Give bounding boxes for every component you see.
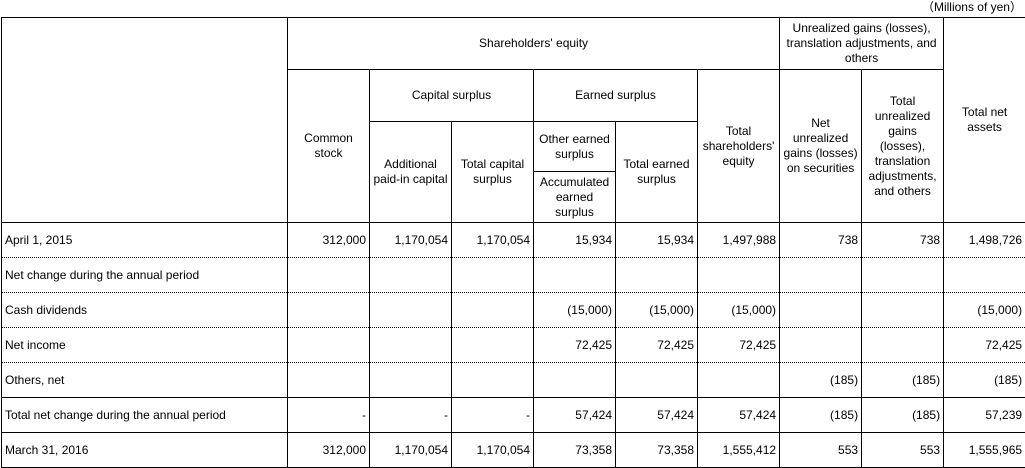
value-cell: (185) — [861, 397, 945, 433]
row-label: Net income — [1, 327, 288, 363]
header-accumulated-earned-surplus: Accumulated earned surplus — [533, 171, 616, 223]
value-cell: 73,358 — [533, 432, 616, 468]
value-cell — [779, 327, 863, 363]
header-capital-surplus: Capital surplus — [369, 69, 534, 122]
value-cell: 1,555,965 — [943, 432, 1025, 468]
value-cell: 1,170,054 — [369, 222, 452, 258]
table-row: Others, net (185) (185) (185) — [1, 362, 1025, 398]
value-cell — [451, 292, 534, 328]
table-row: Total net change during the annual perio… — [1, 397, 1025, 433]
header-common-stock: Common stock — [287, 69, 370, 223]
row-label: Others, net — [1, 362, 288, 398]
value-cell — [943, 257, 1025, 293]
unit-note: （Millions of yen） — [921, 0, 1022, 14]
header-total-shareholders-equity: Total shareholders' equity — [696, 69, 781, 223]
value-cell: 57,424 — [615, 397, 698, 433]
value-cell: 738 — [861, 222, 945, 258]
row-label: Cash dividends — [1, 292, 288, 328]
value-cell — [287, 362, 370, 398]
equity-statement-table: Shareholders' equity Unrealized gains (l… — [1, 17, 1025, 468]
value-cell: 73,358 — [615, 432, 698, 468]
value-cell: 1,170,054 — [369, 432, 452, 468]
value-cell — [533, 257, 616, 293]
header-unrealized-group: Unrealized gains (losses), translation a… — [779, 17, 945, 70]
value-cell: 312,000 — [287, 222, 370, 258]
header-net-unrealized: Net unrealized gains (losses) on securit… — [779, 69, 863, 223]
value-cell — [533, 362, 616, 398]
value-cell: 553 — [779, 432, 863, 468]
header-additional-paid-in: Additional paid-in capital — [369, 121, 452, 223]
value-cell — [369, 257, 452, 293]
value-cell: 553 — [861, 432, 945, 468]
row-label: Total net change during the annual perio… — [1, 397, 288, 433]
value-cell: 72,425 — [696, 327, 781, 363]
value-cell — [696, 257, 781, 293]
table-row: Net income 72,425 72,425 72,425 72,425 — [1, 327, 1025, 363]
value-cell — [369, 362, 452, 398]
value-cell: 1,555,412 — [696, 432, 781, 468]
table-row: April 1, 2015 312,000 1,170,054 1,170,054 15… — [1, 222, 1025, 258]
value-cell: 57,239 — [943, 397, 1025, 433]
value-cell: (15,000) — [696, 292, 781, 328]
value-cell — [369, 327, 452, 363]
value-cell: (15,000) — [943, 292, 1025, 328]
value-cell: (185) — [779, 397, 863, 433]
value-cell: (185) — [943, 362, 1025, 398]
value-cell — [287, 327, 370, 363]
value-cell — [451, 257, 534, 293]
row-label: Net change during the annual period — [1, 257, 288, 293]
value-cell: 1,170,054 — [451, 222, 534, 258]
value-cell — [861, 292, 945, 328]
value-cell — [861, 327, 945, 363]
value-cell: (15,000) — [533, 292, 616, 328]
row-label: April 1, 2015 — [1, 222, 288, 258]
header-total-earned-surplus: Total earned surplus — [615, 121, 698, 223]
value-cell: (185) — [779, 362, 863, 398]
header-total-net-assets: Total net assets — [943, 17, 1025, 223]
value-cell — [451, 327, 534, 363]
value-cell: 15,934 — [533, 222, 616, 258]
value-cell: (185) — [861, 362, 945, 398]
header-earned-surplus: Earned surplus — [533, 69, 698, 122]
value-cell: - — [287, 397, 370, 433]
table-row: Net change during the annual period — [1, 257, 1025, 293]
value-cell: (15,000) — [615, 292, 698, 328]
row-label: March 31, 2016 — [1, 432, 288, 468]
value-cell — [779, 292, 863, 328]
value-cell: - — [369, 397, 452, 433]
header-other-earned-surplus: Other earned surplus — [533, 121, 616, 172]
table-row: March 31, 2016 312,000 1,170,054 1,170,054 7… — [1, 432, 1025, 468]
value-cell: 738 — [779, 222, 863, 258]
header-total-capital-surplus: Total capital surplus — [451, 121, 534, 223]
value-cell: 1,170,054 — [451, 432, 534, 468]
value-cell — [451, 362, 534, 398]
value-cell: 72,425 — [533, 327, 616, 363]
value-cell: 72,425 — [943, 327, 1025, 363]
value-cell — [615, 362, 698, 398]
value-cell: 57,424 — [696, 397, 781, 433]
value-cell: 1,497,988 — [696, 222, 781, 258]
value-cell — [287, 257, 370, 293]
value-cell — [615, 257, 698, 293]
value-cell — [779, 257, 863, 293]
header-total-unrealized: Total unrealized gains (losses), transla… — [861, 69, 945, 223]
value-cell — [287, 292, 370, 328]
value-cell — [369, 292, 452, 328]
value-cell — [861, 257, 945, 293]
value-cell: 1,498,726 — [943, 222, 1025, 258]
value-cell: 15,934 — [615, 222, 698, 258]
value-cell — [696, 362, 781, 398]
value-cell: 57,424 — [533, 397, 616, 433]
value-cell: 312,000 — [287, 432, 370, 468]
table-body: April 1, 2015 312,000 1,170,054 1,170,054 15… — [1, 222, 1025, 468]
table-row: Cash dividends (15,000) (15,000) (15,000) (1… — [1, 292, 1025, 328]
value-cell: - — [451, 397, 534, 433]
value-cell: 72,425 — [615, 327, 698, 363]
header-shareholders-equity: Shareholders' equity — [286, 17, 781, 70]
header-blank — [1, 17, 288, 223]
